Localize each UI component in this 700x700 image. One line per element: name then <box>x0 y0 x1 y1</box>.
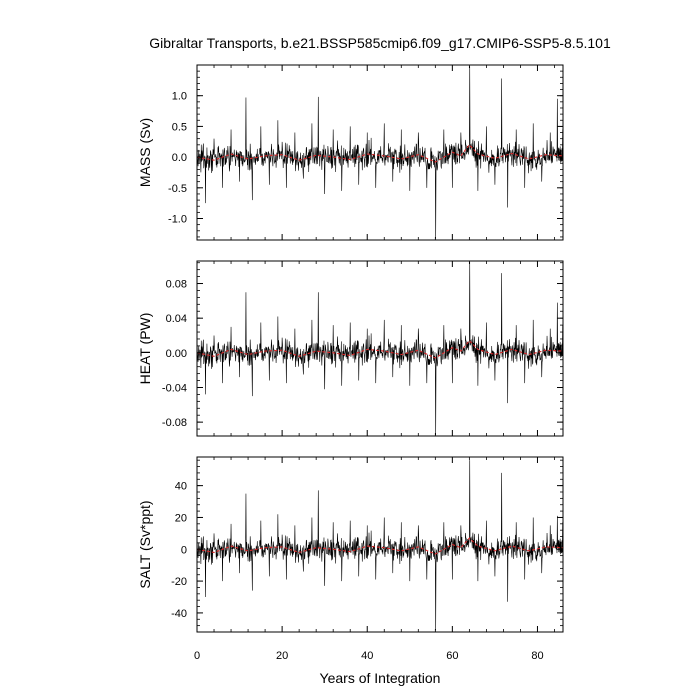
y-axis-label: HEAT (PW) <box>137 313 153 385</box>
y-tick-label: 0 <box>181 544 187 556</box>
x-tick-label: 80 <box>531 650 543 662</box>
plot-frame <box>196 260 564 437</box>
y-axis-label: SALT (Sv*ppt) <box>137 500 153 588</box>
y-tick-label: 40 <box>175 481 187 493</box>
y-tick-label: 0.5 <box>172 121 187 133</box>
series-line-monthly <box>197 460 563 631</box>
y-axis-label: MASS (Sv) <box>137 118 153 187</box>
y-tick-label: 1.0 <box>172 91 187 103</box>
panel-2: -0.08 -0.04 0.00 0.04 0.08 HEAT (PW) <box>137 260 564 437</box>
y-tick-label: 0.0 <box>172 152 187 164</box>
series-line-smoothed <box>197 339 563 359</box>
y-tick-label: -0.5 <box>168 183 187 195</box>
panels: -1.0 -0.5 0.0 0.5 1.0 MASS (Sv) -0.08 -0.04 0.00… <box>137 64 564 686</box>
y-tick-label: 0.04 <box>166 313 187 325</box>
panel-1: -1.0 -0.5 0.0 0.5 1.0 MASS (Sv) <box>137 64 564 241</box>
y-tick-label: 0.08 <box>166 279 187 291</box>
panel-3: -40 -20 0 20 40 0 20 40 60 80 SALT (Sv*ppt) Years o… <box>137 456 564 686</box>
x-tick-label: 20 <box>276 650 288 662</box>
y-tick-label: -1.0 <box>168 214 187 226</box>
series-line-monthly <box>197 261 563 436</box>
plot-frame <box>196 64 564 241</box>
y-tick-label: -0.04 <box>162 382 187 394</box>
y-tick-label: -20 <box>171 576 187 588</box>
x-tick-label: 0 <box>194 650 200 662</box>
y-tick-label: 0.00 <box>166 348 187 360</box>
series-line-monthly <box>197 66 563 239</box>
x-tick-label: 60 <box>446 650 458 662</box>
chart-title: Gibraltar Transports, b.e21.BSSP585cmip6… <box>149 35 611 51</box>
x-axis-label: Years of Integration <box>320 670 441 686</box>
y-tick-label: -0.08 <box>162 417 187 429</box>
plot-frame <box>196 456 564 633</box>
series-line-smoothed <box>197 143 563 163</box>
x-tick-label: 40 <box>361 650 373 662</box>
y-tick-label: -40 <box>171 608 187 620</box>
y-tick-label: 20 <box>175 512 187 524</box>
